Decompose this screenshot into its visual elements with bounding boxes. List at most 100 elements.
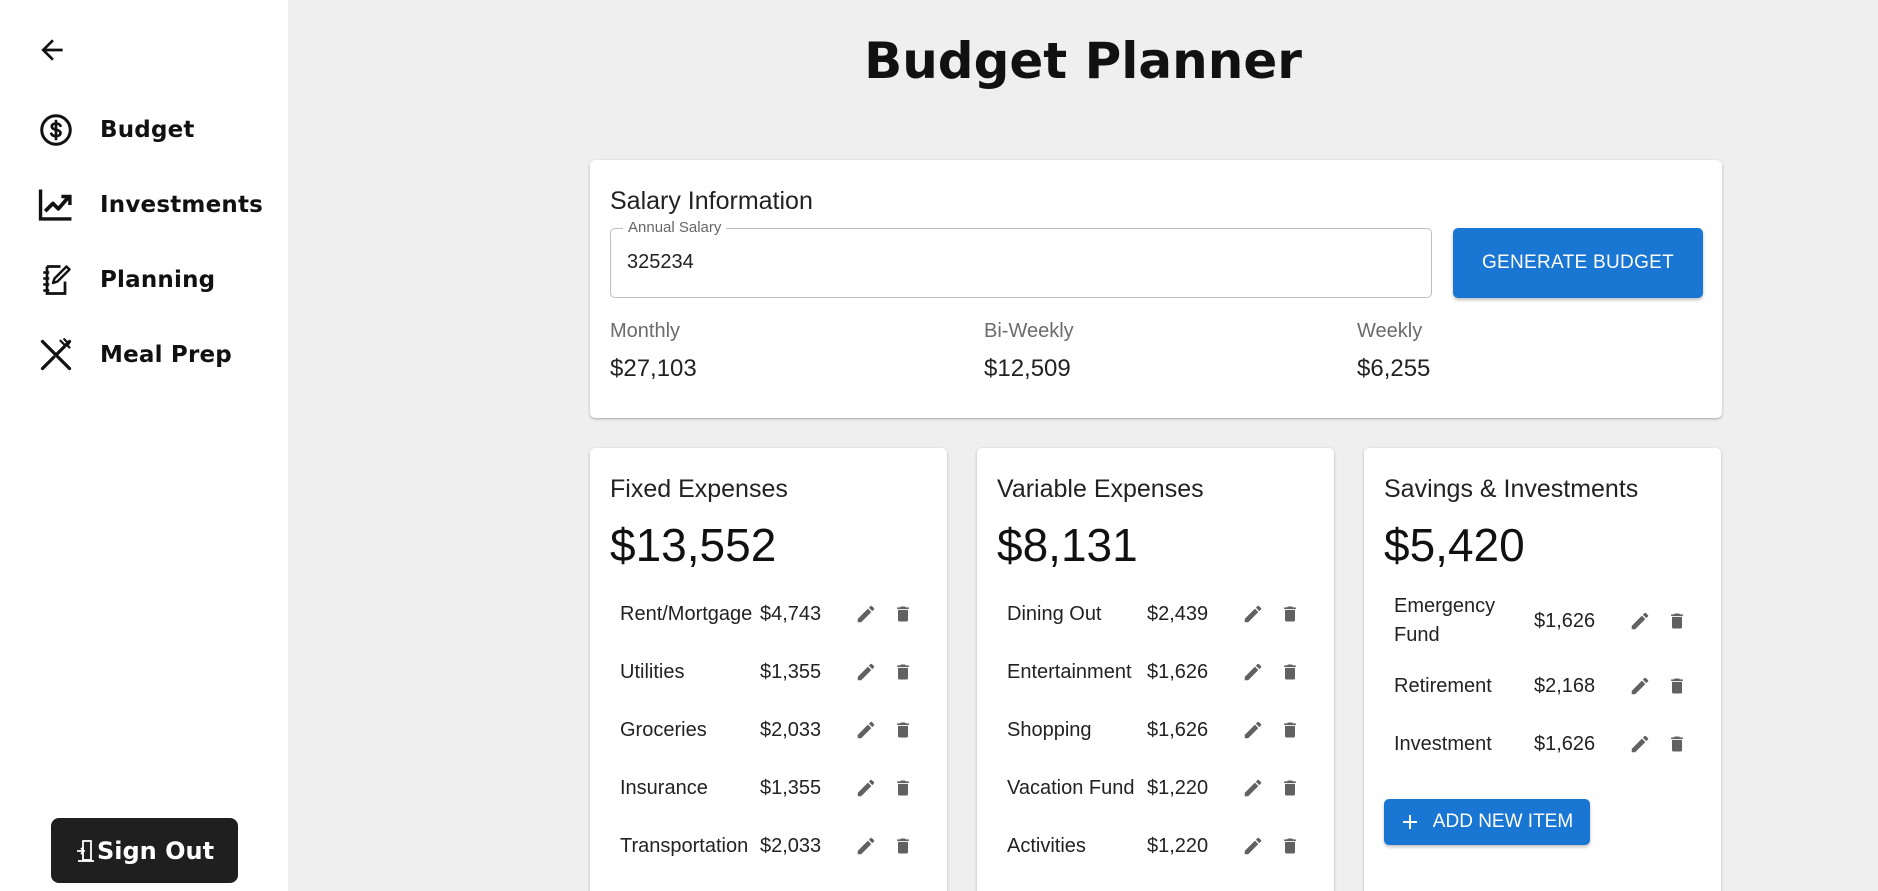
pencil-icon[interactable] xyxy=(1237,656,1269,688)
item-amount: $1,626 xyxy=(1534,609,1596,632)
pencil-icon[interactable] xyxy=(1237,598,1269,630)
generate-budget-button[interactable]: GENERATE BUDGET xyxy=(1453,228,1703,298)
item-name: Groceries xyxy=(620,718,707,741)
arrow-left-icon xyxy=(41,39,63,61)
sidebar-item-budget[interactable]: Budget xyxy=(36,108,195,152)
list-item: Activities $1,220 xyxy=(1007,817,1311,875)
list-item: Entertainment $1,626 xyxy=(1007,643,1311,701)
list-item: Insurance $1,355 xyxy=(620,759,924,817)
trash-icon[interactable] xyxy=(887,598,919,630)
trash-icon[interactable] xyxy=(887,656,919,688)
item-name: Dining Out xyxy=(1007,602,1102,625)
item-amount: $1,220 xyxy=(1147,834,1209,857)
annual-salary-input[interactable]: 325234 xyxy=(627,251,694,273)
variable-expenses-card: Variable Expenses $8,131 Dining Out $2,4… xyxy=(977,448,1334,891)
trash-icon[interactable] xyxy=(1274,830,1306,862)
notebook-edit-icon xyxy=(36,260,76,300)
item-name: Investment xyxy=(1394,732,1492,755)
trash-icon[interactable] xyxy=(1274,714,1306,746)
pencil-icon[interactable] xyxy=(850,830,882,862)
item-name: Shopping xyxy=(1007,718,1092,741)
add-new-item-label: ADD NEW ITEM xyxy=(1432,811,1574,832)
pencil-icon[interactable] xyxy=(850,714,882,746)
door-exit-icon xyxy=(75,839,95,863)
item-amount: $1,355 xyxy=(760,660,822,683)
item-amount: $2,439 xyxy=(1147,602,1209,625)
pencil-icon[interactable] xyxy=(1624,728,1656,760)
item-name: Retirement xyxy=(1394,674,1492,697)
category-total: $5,420 xyxy=(1384,519,1525,571)
list-item: Shopping $1,626 xyxy=(1007,701,1311,759)
item-amount: $1,626 xyxy=(1147,718,1209,741)
savings-investments-card: Savings & Investments $5,420 Emergency F… xyxy=(1364,448,1721,891)
list-item: Rent/Mortgage $4,743 xyxy=(620,585,924,643)
salary-information-card: Salary Information Annual Salary 325234 … xyxy=(590,160,1722,418)
biweekly-rate: Bi-Weekly $12,509 xyxy=(984,320,1074,383)
item-amount: $1,626 xyxy=(1147,660,1209,683)
item-name: Transportation xyxy=(620,834,749,857)
trending-up-icon xyxy=(36,185,76,225)
trash-icon[interactable] xyxy=(1274,656,1306,688)
sidebar-item-label: Meal Prep xyxy=(100,342,232,368)
pencil-icon[interactable] xyxy=(1624,670,1656,702)
rate-label: Monthly xyxy=(610,320,681,342)
trash-icon[interactable] xyxy=(1661,728,1693,760)
category-total: $8,131 xyxy=(997,519,1138,571)
list-item: Emergency Fund $1,626 xyxy=(1394,585,1698,657)
sidebar-item-label: Budget xyxy=(100,117,195,143)
item-amount: $1,355 xyxy=(760,776,822,799)
pencil-icon[interactable] xyxy=(850,598,882,630)
add-new-item-button[interactable]: ADD NEW ITEM xyxy=(1384,799,1590,845)
item-name: Activities xyxy=(1007,834,1086,857)
trash-icon[interactable] xyxy=(1661,670,1693,702)
plus-icon xyxy=(1401,813,1419,831)
category-total: $13,552 xyxy=(610,519,777,571)
sidebar-item-investments[interactable]: Investments xyxy=(36,183,263,227)
pencil-icon[interactable] xyxy=(1237,772,1269,804)
expense-list: Rent/Mortgage $4,743 Utilities $1,355 Gr… xyxy=(620,585,924,875)
sidebar-item-meal-prep[interactable]: Meal Prep xyxy=(36,333,232,377)
trash-icon[interactable] xyxy=(1661,605,1693,637)
pencil-icon[interactable] xyxy=(1624,605,1656,637)
item-name: Vacation Fund xyxy=(1007,776,1135,799)
trash-icon[interactable] xyxy=(887,830,919,862)
pencil-icon[interactable] xyxy=(1237,714,1269,746)
trash-icon[interactable] xyxy=(887,772,919,804)
rate-label: Bi-Weekly xyxy=(984,320,1074,342)
list-item: Vacation Fund $1,220 xyxy=(1007,759,1311,817)
dollar-circle-icon xyxy=(36,110,76,150)
pencil-icon[interactable] xyxy=(850,772,882,804)
sidebar-item-label: Planning xyxy=(100,267,216,293)
sidebar: Budget Investments Planning Meal Prep Si… xyxy=(0,0,288,891)
item-amount: $2,168 xyxy=(1534,674,1596,697)
expense-list: Dining Out $2,439 Entertainment $1,626 S… xyxy=(1007,585,1311,875)
item-amount: $2,033 xyxy=(760,834,822,857)
pencil-icon[interactable] xyxy=(850,656,882,688)
field-label: Annual Salary xyxy=(623,219,727,236)
item-amount: $1,626 xyxy=(1534,732,1596,755)
trash-icon[interactable] xyxy=(1274,772,1306,804)
annual-salary-field[interactable]: Annual Salary 325234 xyxy=(610,219,1432,298)
sign-out-label: Sign Out xyxy=(96,836,215,865)
rate-label: Weekly xyxy=(1357,320,1423,342)
back-button[interactable] xyxy=(32,30,72,70)
list-item: Utilities $1,355 xyxy=(620,643,924,701)
sign-out-button[interactable]: Sign Out xyxy=(51,818,238,883)
item-name: Emergency Fund xyxy=(1394,595,1496,646)
trash-icon[interactable] xyxy=(887,714,919,746)
fixed-expenses-card: Fixed Expenses $13,552 Rent/Mortgage $4,… xyxy=(590,448,947,891)
item-amount: $1,220 xyxy=(1147,776,1209,799)
sidebar-item-label: Investments xyxy=(100,192,264,218)
item-amount: $2,033 xyxy=(760,718,822,741)
monthly-rate: Monthly $27,103 xyxy=(610,320,697,383)
trash-icon[interactable] xyxy=(1274,598,1306,630)
sidebar-item-planning[interactable]: Planning xyxy=(36,258,215,302)
pencil-icon[interactable] xyxy=(1237,830,1269,862)
list-item: Retirement $2,168 xyxy=(1394,657,1698,715)
weekly-rate: Weekly $6,255 xyxy=(1357,320,1430,383)
page-title: Budget Planner xyxy=(864,32,1302,90)
rate-value: $6,255 xyxy=(1357,355,1431,382)
rate-value: $27,103 xyxy=(610,355,697,382)
list-item: Dining Out $2,439 xyxy=(1007,585,1311,643)
list-item: Groceries $2,033 xyxy=(620,701,924,759)
